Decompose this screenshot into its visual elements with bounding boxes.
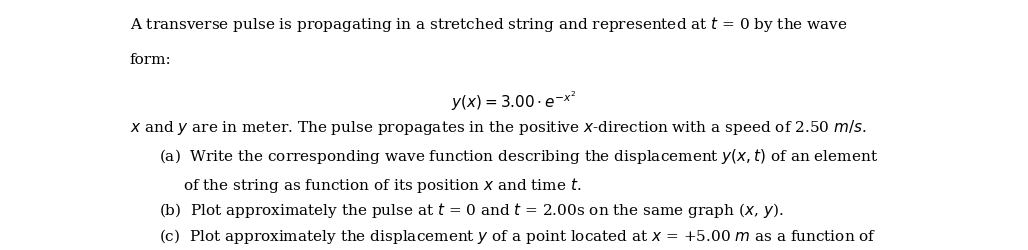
Text: $x$ and $y$ are in meter. The pulse propagates in the positive $x$-direction wit: $x$ and $y$ are in meter. The pulse prop…	[130, 118, 867, 137]
Text: form:: form:	[130, 52, 172, 66]
Text: (b)  Plot approximately the pulse at $t$ = 0 and $t$ = 2.00s on the same graph (: (b) Plot approximately the pulse at $t$ …	[159, 200, 783, 219]
Text: of the string as function of its position $x$ and time $t$.: of the string as function of its positio…	[183, 175, 582, 194]
Text: (c)  Plot approximately the displacement $y$ of a point located at $x$ = +5.00 $: (c) Plot approximately the displacement …	[159, 226, 877, 245]
Text: A transverse pulse is propagating in a stretched string and represented at $t$ =: A transverse pulse is propagating in a s…	[130, 15, 847, 34]
Text: (a)  Write the corresponding wave function describing the displacement $y(x, t)$: (a) Write the corresponding wave functio…	[159, 146, 879, 165]
Text: $y(x) = 3.00 \cdot e^{-x^2}$: $y(x) = 3.00 \cdot e^{-x^2}$	[451, 89, 577, 112]
